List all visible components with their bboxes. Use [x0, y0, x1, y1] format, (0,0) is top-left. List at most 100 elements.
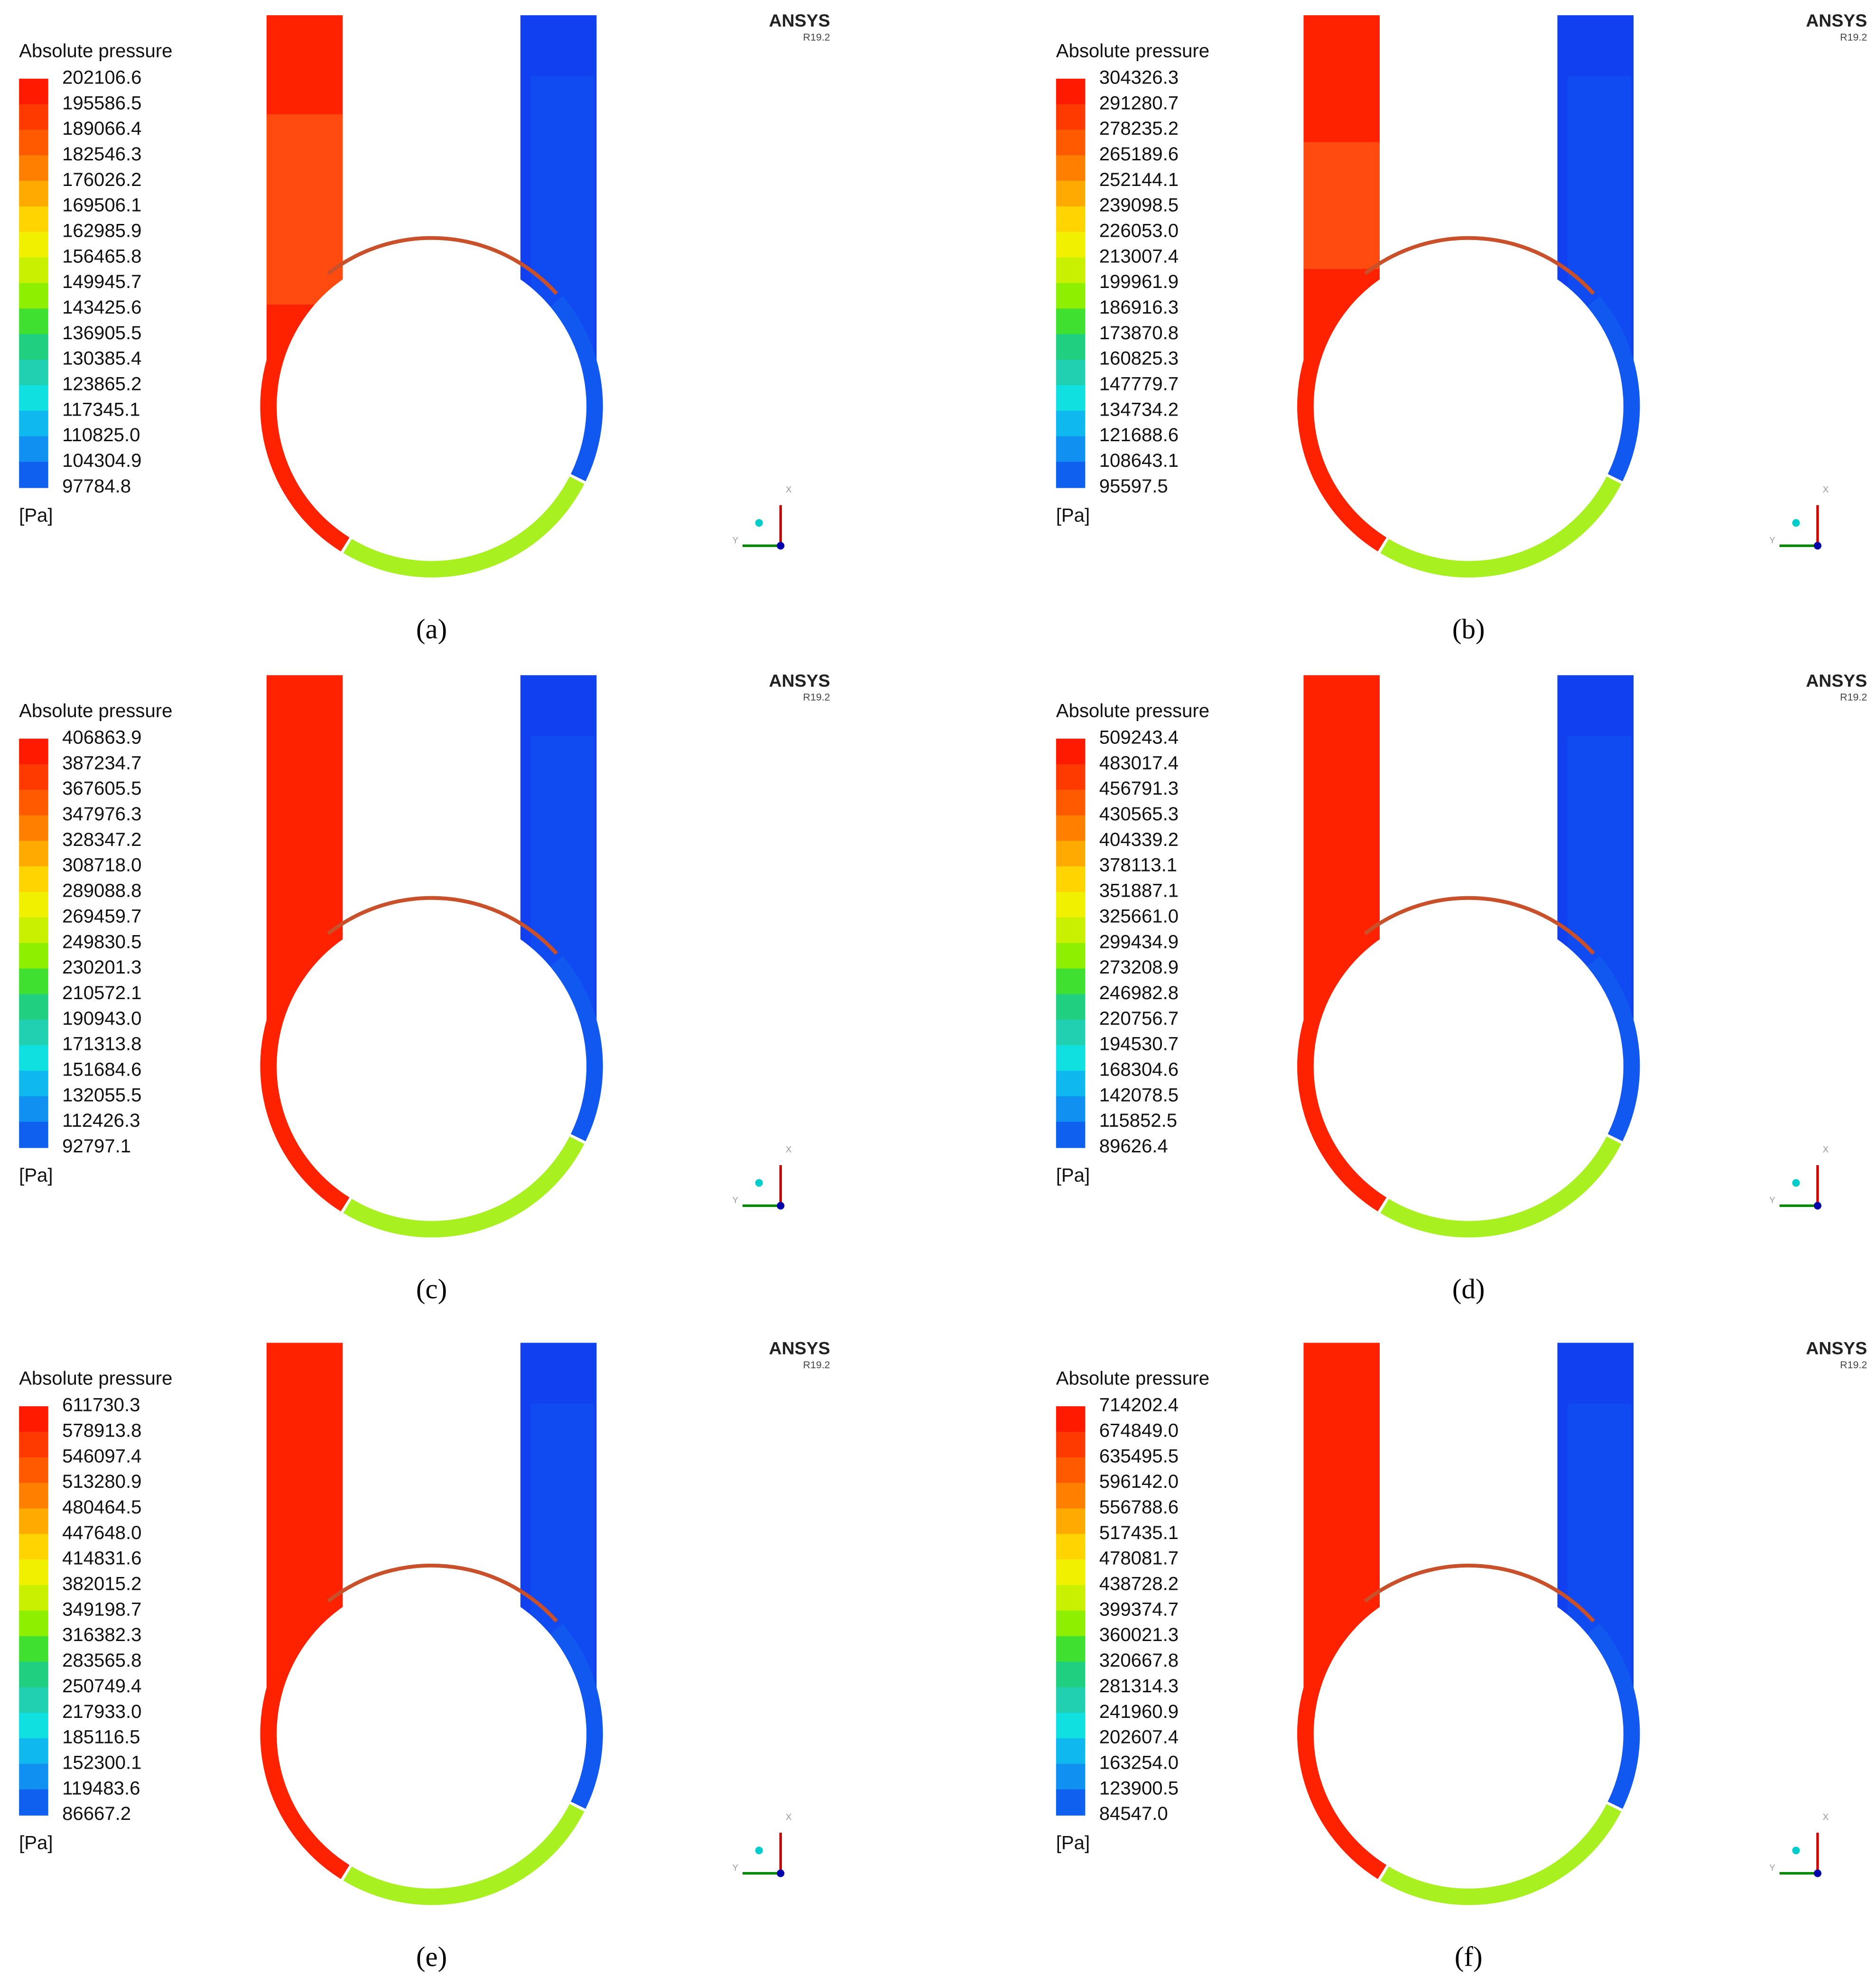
legend-level: 438728.2 — [1099, 1573, 1179, 1595]
color-band — [19, 943, 48, 969]
brand: ANSYS — [769, 10, 830, 30]
legend-level: 132055.5 — [62, 1084, 141, 1105]
color-band — [1056, 385, 1086, 412]
panel: Absolute pressure 714202.4 674849.0 635495.… — [1056, 1338, 1867, 1972]
legend-level: 349198.7 — [62, 1598, 141, 1620]
axis-x-label: X — [786, 1812, 792, 1822]
color-band — [19, 360, 48, 386]
legend-level: 480464.5 — [62, 1496, 141, 1518]
color-band — [19, 1559, 48, 1586]
legend-level: 281314.3 — [1099, 1675, 1179, 1697]
color-band — [19, 917, 48, 944]
brand: ANSYS — [1806, 670, 1867, 690]
color-band — [19, 1508, 48, 1535]
color-band — [1056, 1122, 1086, 1148]
color-band — [1056, 1457, 1086, 1484]
legend-level: 265189.6 — [1099, 143, 1179, 165]
legend-level: 142078.5 — [1099, 1084, 1179, 1105]
legend-level: 596142.0 — [1099, 1471, 1179, 1492]
legend-level: 84547.0 — [1099, 1803, 1168, 1824]
legend-level: 152300.1 — [62, 1752, 141, 1773]
legend-level: 143425.6 — [62, 297, 141, 318]
legend-level: 320667.8 — [1099, 1650, 1179, 1671]
color-band — [1056, 891, 1086, 918]
version: R19.2 — [803, 1359, 830, 1371]
legend-level: 611730.3 — [62, 1394, 140, 1416]
ring-inner — [1313, 911, 1624, 1221]
axis-ball — [1792, 1846, 1800, 1855]
color-band — [1056, 1020, 1086, 1046]
ring-top — [326, 896, 558, 955]
legend-level: 121688.6 — [1099, 424, 1179, 445]
color-band — [1056, 155, 1086, 182]
ring-inner — [1313, 251, 1624, 561]
legend-level: 123865.2 — [62, 373, 141, 395]
color-band — [19, 1045, 48, 1072]
version: R19.2 — [803, 32, 830, 43]
ring-blue — [1587, 296, 1640, 482]
color-band — [19, 815, 48, 842]
legend-level: 136905.5 — [62, 322, 141, 343]
legend-level: 714202.4 — [1099, 1394, 1179, 1416]
legend-level: 546097.4 — [62, 1445, 141, 1466]
axis-ball — [755, 1179, 763, 1187]
panel: Absolute pressure 406863.9 387234.7 367605.… — [19, 670, 830, 1304]
legend-level: 239098.5 — [1099, 195, 1179, 216]
legend-level: 163254.0 — [1099, 1752, 1179, 1773]
color-band — [1056, 104, 1086, 130]
legend-title: Absolute pressure — [1056, 700, 1209, 721]
legend-unit: [Pa] — [1056, 1832, 1090, 1854]
axis-origin — [1813, 1202, 1821, 1210]
color-band — [1056, 764, 1086, 790]
version: R19.2 — [1840, 692, 1867, 703]
color-band — [19, 1096, 48, 1122]
color-band — [19, 1713, 48, 1739]
color-band — [19, 1534, 48, 1560]
version: R19.2 — [1840, 32, 1867, 43]
axis-x-label: X — [786, 484, 792, 494]
color-band — [19, 308, 48, 335]
ring-inner — [277, 911, 586, 1221]
legend-level: 252144.1 — [1099, 169, 1179, 190]
legend-level: 194530.7 — [1099, 1033, 1179, 1055]
color-band — [19, 1457, 48, 1484]
color-band — [1056, 943, 1086, 969]
color-band — [1056, 308, 1086, 335]
color-band — [19, 436, 48, 463]
ring-top — [1364, 896, 1595, 955]
legend-level: 382015.2 — [62, 1573, 141, 1595]
color-band — [1056, 78, 1086, 105]
color-band — [1056, 1789, 1086, 1816]
legend-level: 387234.7 — [62, 752, 141, 773]
legend-level: 273208.9 — [1099, 956, 1179, 978]
color-band — [19, 866, 48, 893]
legend-level: 110825.0 — [62, 424, 140, 445]
color-band — [1056, 1045, 1086, 1072]
axis-y-label: Y — [733, 1195, 739, 1205]
ring-red — [1297, 1648, 1387, 1879]
legend-unit: [Pa] — [19, 504, 53, 526]
ring-inner — [277, 251, 586, 561]
color-band — [1056, 1661, 1086, 1688]
color-band — [1056, 181, 1086, 207]
legend-level: 509243.4 — [1099, 727, 1179, 748]
legend-unit: [Pa] — [19, 1164, 53, 1186]
color-band — [1056, 1431, 1086, 1458]
color-band — [1056, 1559, 1086, 1586]
ring-green — [1380, 1136, 1622, 1238]
legend-level: 430565.3 — [1099, 803, 1179, 825]
color-band — [1056, 866, 1086, 893]
legend-level: 269459.7 — [62, 905, 141, 927]
axis-origin — [777, 1202, 785, 1210]
color-band — [19, 181, 48, 207]
legend-level: 635495.5 — [1099, 1445, 1179, 1466]
legend-title: Absolute pressure — [19, 700, 172, 721]
legend-level: 117345.1 — [62, 399, 140, 420]
legend-level: 173870.8 — [1099, 322, 1179, 343]
inlet-zone — [1303, 142, 1380, 269]
legend-level: 189066.4 — [62, 118, 141, 139]
legend-level: 360021.3 — [1099, 1624, 1179, 1645]
ring-inner — [1313, 1578, 1624, 1889]
color-band — [1056, 1687, 1086, 1714]
